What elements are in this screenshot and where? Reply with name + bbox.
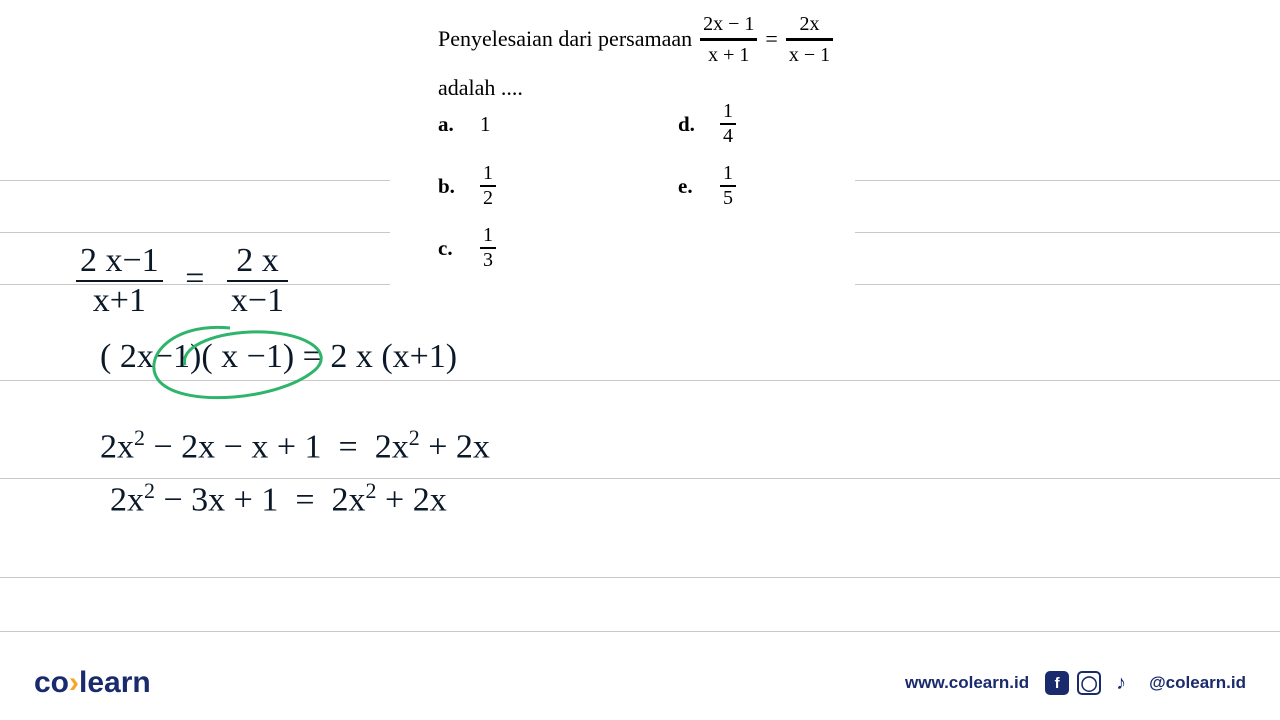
tiktok-icon: ♪ xyxy=(1109,671,1133,695)
handwriting-line-1: 2 x−1 x+1 = 2 x x−1 xyxy=(76,242,288,320)
green-circle-annotation xyxy=(130,320,350,410)
footer: co›learn www.colearn.id f ◯ ♪ @colearn.i… xyxy=(0,666,1280,700)
equation-left-fraction: 2x − 1 x + 1 xyxy=(700,10,757,69)
footer-url: www.colearn.id xyxy=(905,673,1029,693)
equation-equals: = xyxy=(765,24,777,55)
social-icons: f ◯ ♪ xyxy=(1045,671,1133,695)
colearn-logo: co›learn xyxy=(34,666,151,700)
hw-fraction-1: 2 x−1 x+1 xyxy=(76,242,163,320)
footer-handle: @colearn.id xyxy=(1149,673,1246,693)
option-b: b. 1 2 xyxy=(438,162,678,210)
ruled-line xyxy=(0,577,1280,578)
option-a: a. 1 xyxy=(438,100,678,148)
footer-right: www.colearn.id f ◯ ♪ @colearn.id xyxy=(905,671,1246,695)
hw-fraction-2: 2 x x−1 xyxy=(227,242,288,320)
option-c: c. 1 3 xyxy=(438,224,678,272)
option-e: e. 1 5 xyxy=(678,162,878,210)
option-d: d. 1 4 xyxy=(678,100,878,148)
ruled-line xyxy=(0,631,1280,632)
handwriting-line-3: 2x2 − 2x − x + 1 = 2x2 + 2x xyxy=(100,425,490,466)
handwriting-line-4: 2x2 − 3x + 1 = 2x2 + 2x xyxy=(110,478,447,519)
question-block: Penyelesaian dari persamaan 2x − 1 x + 1… xyxy=(438,10,833,104)
equation-right-fraction: 2x x − 1 xyxy=(786,10,833,69)
facebook-icon: f xyxy=(1045,671,1069,695)
instagram-icon: ◯ xyxy=(1077,671,1101,695)
question-lead: Penyelesaian dari persamaan xyxy=(438,24,692,55)
options-grid: a. 1 d. 1 4 b. 1 2 e. 1 5 c. 1 3 xyxy=(438,100,878,272)
